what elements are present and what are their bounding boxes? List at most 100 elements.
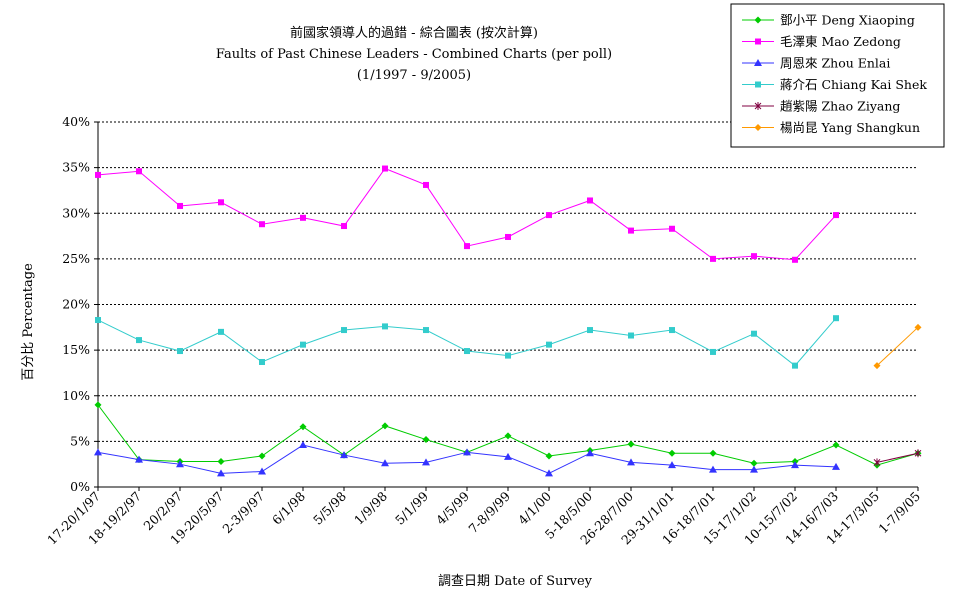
legend-swatch-marker	[755, 81, 761, 88]
data-point	[340, 451, 348, 459]
y-tick-label: 10%	[62, 388, 90, 403]
data-point	[381, 422, 389, 430]
y-tick-label: 35%	[62, 160, 90, 175]
y-tick-label: 25%	[62, 251, 90, 266]
legend-label: 鄧小平 Deng Xiaoping	[780, 13, 915, 28]
data-point	[177, 202, 183, 209]
chart-subtitle: Faults of Past Chinese Leaders - Combine…	[216, 47, 612, 62]
chart-title: 前國家領導人的過錯 - 綜合圖表 (按次計算)	[290, 25, 538, 41]
legend-swatch-marker	[754, 102, 762, 110]
series-0	[94, 401, 922, 469]
data-point	[791, 461, 799, 469]
y-tick-label: 30%	[62, 205, 90, 220]
data-point	[217, 469, 225, 477]
data-point	[545, 452, 553, 460]
data-point	[750, 459, 758, 467]
data-point	[669, 327, 675, 334]
data-point	[381, 459, 389, 467]
data-point	[505, 352, 511, 359]
data-point	[135, 455, 143, 463]
data-point	[669, 225, 675, 232]
data-point	[177, 348, 183, 355]
data-point	[176, 460, 184, 468]
data-point	[628, 227, 634, 234]
data-point	[423, 327, 429, 334]
data-point	[751, 330, 757, 337]
series-5	[873, 323, 922, 370]
data-point	[751, 253, 757, 260]
data-point	[341, 223, 347, 230]
data-point	[709, 449, 717, 457]
legend-label: 周恩來 Zhou Enlai	[780, 56, 890, 71]
data-point	[504, 432, 512, 440]
legend-swatch-marker	[754, 16, 762, 24]
data-point	[422, 458, 430, 466]
series-4	[873, 449, 922, 467]
series-2	[94, 441, 840, 477]
legend-swatch-marker	[754, 59, 762, 66]
data-point	[833, 315, 839, 322]
series-line	[876, 326, 919, 367]
data-point	[668, 461, 676, 469]
data-point	[95, 171, 101, 178]
data-point	[668, 449, 676, 457]
data-point	[94, 401, 102, 409]
series-1	[95, 165, 839, 263]
data-point	[628, 332, 634, 339]
data-point	[545, 469, 553, 477]
data-point	[914, 449, 922, 458]
data-point	[709, 465, 717, 473]
data-point	[423, 181, 429, 188]
series-layer	[94, 165, 922, 477]
y-tick-label: 0%	[70, 479, 90, 494]
data-point	[710, 348, 716, 355]
data-point	[422, 436, 430, 444]
data-point	[505, 233, 511, 240]
data-point	[136, 337, 142, 344]
data-point	[258, 452, 266, 460]
series-line	[876, 452, 919, 463]
data-point	[94, 448, 102, 456]
legend-label: 蔣介石 Chiang Kai Shek	[780, 77, 927, 92]
data-point	[750, 465, 758, 473]
data-point	[382, 323, 388, 330]
data-point	[504, 452, 512, 460]
y-axis-title: 百分比 Percentage	[21, 263, 36, 381]
data-point	[218, 199, 224, 206]
data-point	[259, 221, 265, 228]
data-point	[914, 323, 922, 331]
data-point	[463, 448, 471, 456]
legend: 鄧小平 Deng Xiaoping 毛澤東 Mao Zedong 周恩來 Zhou …	[730, 3, 945, 148]
legend-swatch-marker	[754, 124, 762, 131]
legend-box	[730, 3, 945, 148]
y-tick-label: 40%	[62, 114, 90, 129]
legend-label: 趙紫陽 Zhao Ziyang	[780, 99, 900, 114]
data-point	[832, 441, 840, 449]
data-point	[464, 348, 470, 355]
y-tick-label: 5%	[70, 433, 90, 448]
data-point	[873, 458, 881, 467]
data-point	[259, 358, 265, 365]
data-point	[873, 362, 881, 370]
data-point	[218, 328, 224, 335]
chart-date-range: (1/1997 - 9/2005)	[357, 68, 471, 83]
y-tick-label: 20%	[62, 297, 90, 312]
data-point	[546, 341, 552, 348]
data-point	[341, 327, 347, 334]
data-point	[833, 212, 839, 219]
data-point	[300, 341, 306, 348]
data-point	[627, 458, 635, 466]
series-3	[95, 315, 839, 369]
data-point	[587, 197, 593, 204]
data-point	[587, 327, 593, 334]
y-tick-label: 15%	[62, 342, 90, 357]
gridlines	[98, 121, 918, 442]
data-point	[792, 362, 798, 369]
data-point	[258, 467, 266, 475]
x-axis-title: 調查日期 Date of Survey	[438, 574, 593, 589]
data-point	[95, 317, 101, 324]
data-point	[136, 168, 142, 175]
y-axis-ticks: 0% 5% 10% 15% 20% 25% 30% 35% 40%	[62, 114, 98, 494]
legend-label: 楊尚昆 Yang Shangkun	[780, 120, 920, 135]
